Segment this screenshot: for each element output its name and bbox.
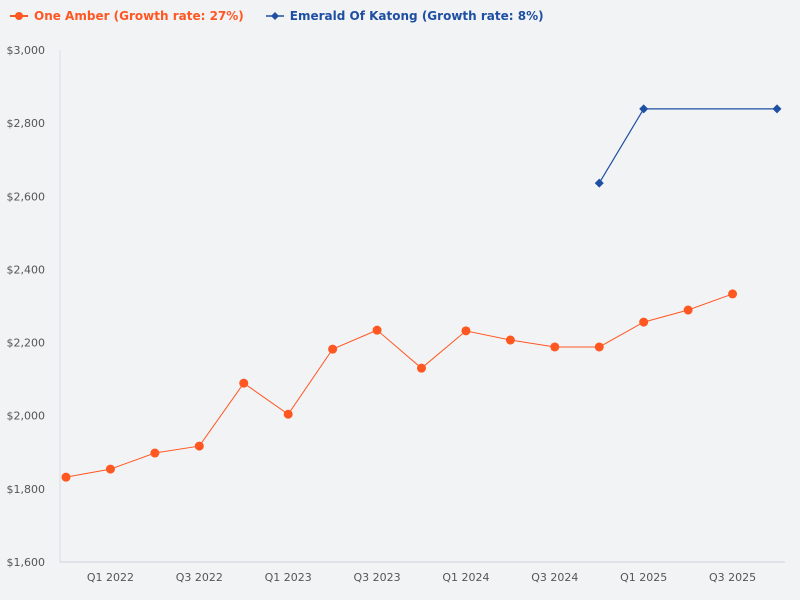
x-tick-label: Q3 2025: [709, 571, 756, 584]
x-tick-label: Q1 2025: [620, 571, 667, 584]
y-tick-label: $2,400: [7, 263, 46, 276]
diamond-marker-icon: [265, 12, 284, 20]
data-point[interactable]: [461, 326, 471, 336]
y-tick-label: $2,800: [7, 117, 46, 130]
x-tick-label: Q1 2024: [442, 571, 489, 584]
legend: One Amber (Growth rate: 27%) Emerald Of …: [10, 9, 544, 23]
data-point[interactable]: [550, 342, 560, 352]
legend-item-emerald-of-katong[interactable]: Emerald Of Katong (Growth rate: 8%): [265, 9, 544, 23]
series-line-1: [598, 108, 777, 184]
legend-label: Emerald Of Katong (Growth rate: 8%): [289, 9, 544, 23]
data-point[interactable]: [594, 342, 604, 352]
data-point[interactable]: [372, 325, 382, 335]
x-tick-label: Q3 2023: [353, 571, 400, 584]
x-tick-label: Q1 2022: [87, 571, 134, 584]
x-tick-label: Q3 2022: [176, 571, 223, 584]
data-point[interactable]: [728, 289, 738, 299]
data-point[interactable]: [61, 472, 71, 482]
y-tick-label: $2,200: [7, 337, 46, 350]
data-point[interactable]: [505, 335, 515, 345]
data-point[interactable]: [239, 378, 249, 388]
y-tick-label: $1,600: [7, 556, 46, 569]
data-point[interactable]: [594, 178, 604, 188]
data-point[interactable]: [194, 441, 204, 451]
data-point[interactable]: [283, 409, 293, 419]
series-line-0: [65, 293, 733, 478]
data-point[interactable]: [772, 104, 782, 114]
data-point[interactable]: [417, 363, 426, 373]
y-tick-label: $3,000: [7, 44, 46, 57]
data-point[interactable]: [639, 104, 649, 114]
data-point[interactable]: [328, 344, 338, 354]
x-tick-label: Q3 2024: [531, 571, 578, 584]
data-point[interactable]: [639, 317, 649, 327]
data-point[interactable]: [105, 464, 115, 474]
legend-label: One Amber (Growth rate: 27%): [34, 9, 244, 23]
y-tick-label: $1,800: [7, 483, 46, 496]
legend-item-one-amber[interactable]: One Amber (Growth rate: 27%): [10, 9, 244, 23]
x-tick-label: Q1 2023: [265, 571, 312, 584]
data-point[interactable]: [150, 448, 160, 458]
data-point[interactable]: [683, 305, 693, 315]
y-tick-label: $2,600: [7, 190, 46, 203]
circle-marker-icon: [10, 12, 28, 20]
y-tick-label: $2,000: [7, 410, 46, 423]
